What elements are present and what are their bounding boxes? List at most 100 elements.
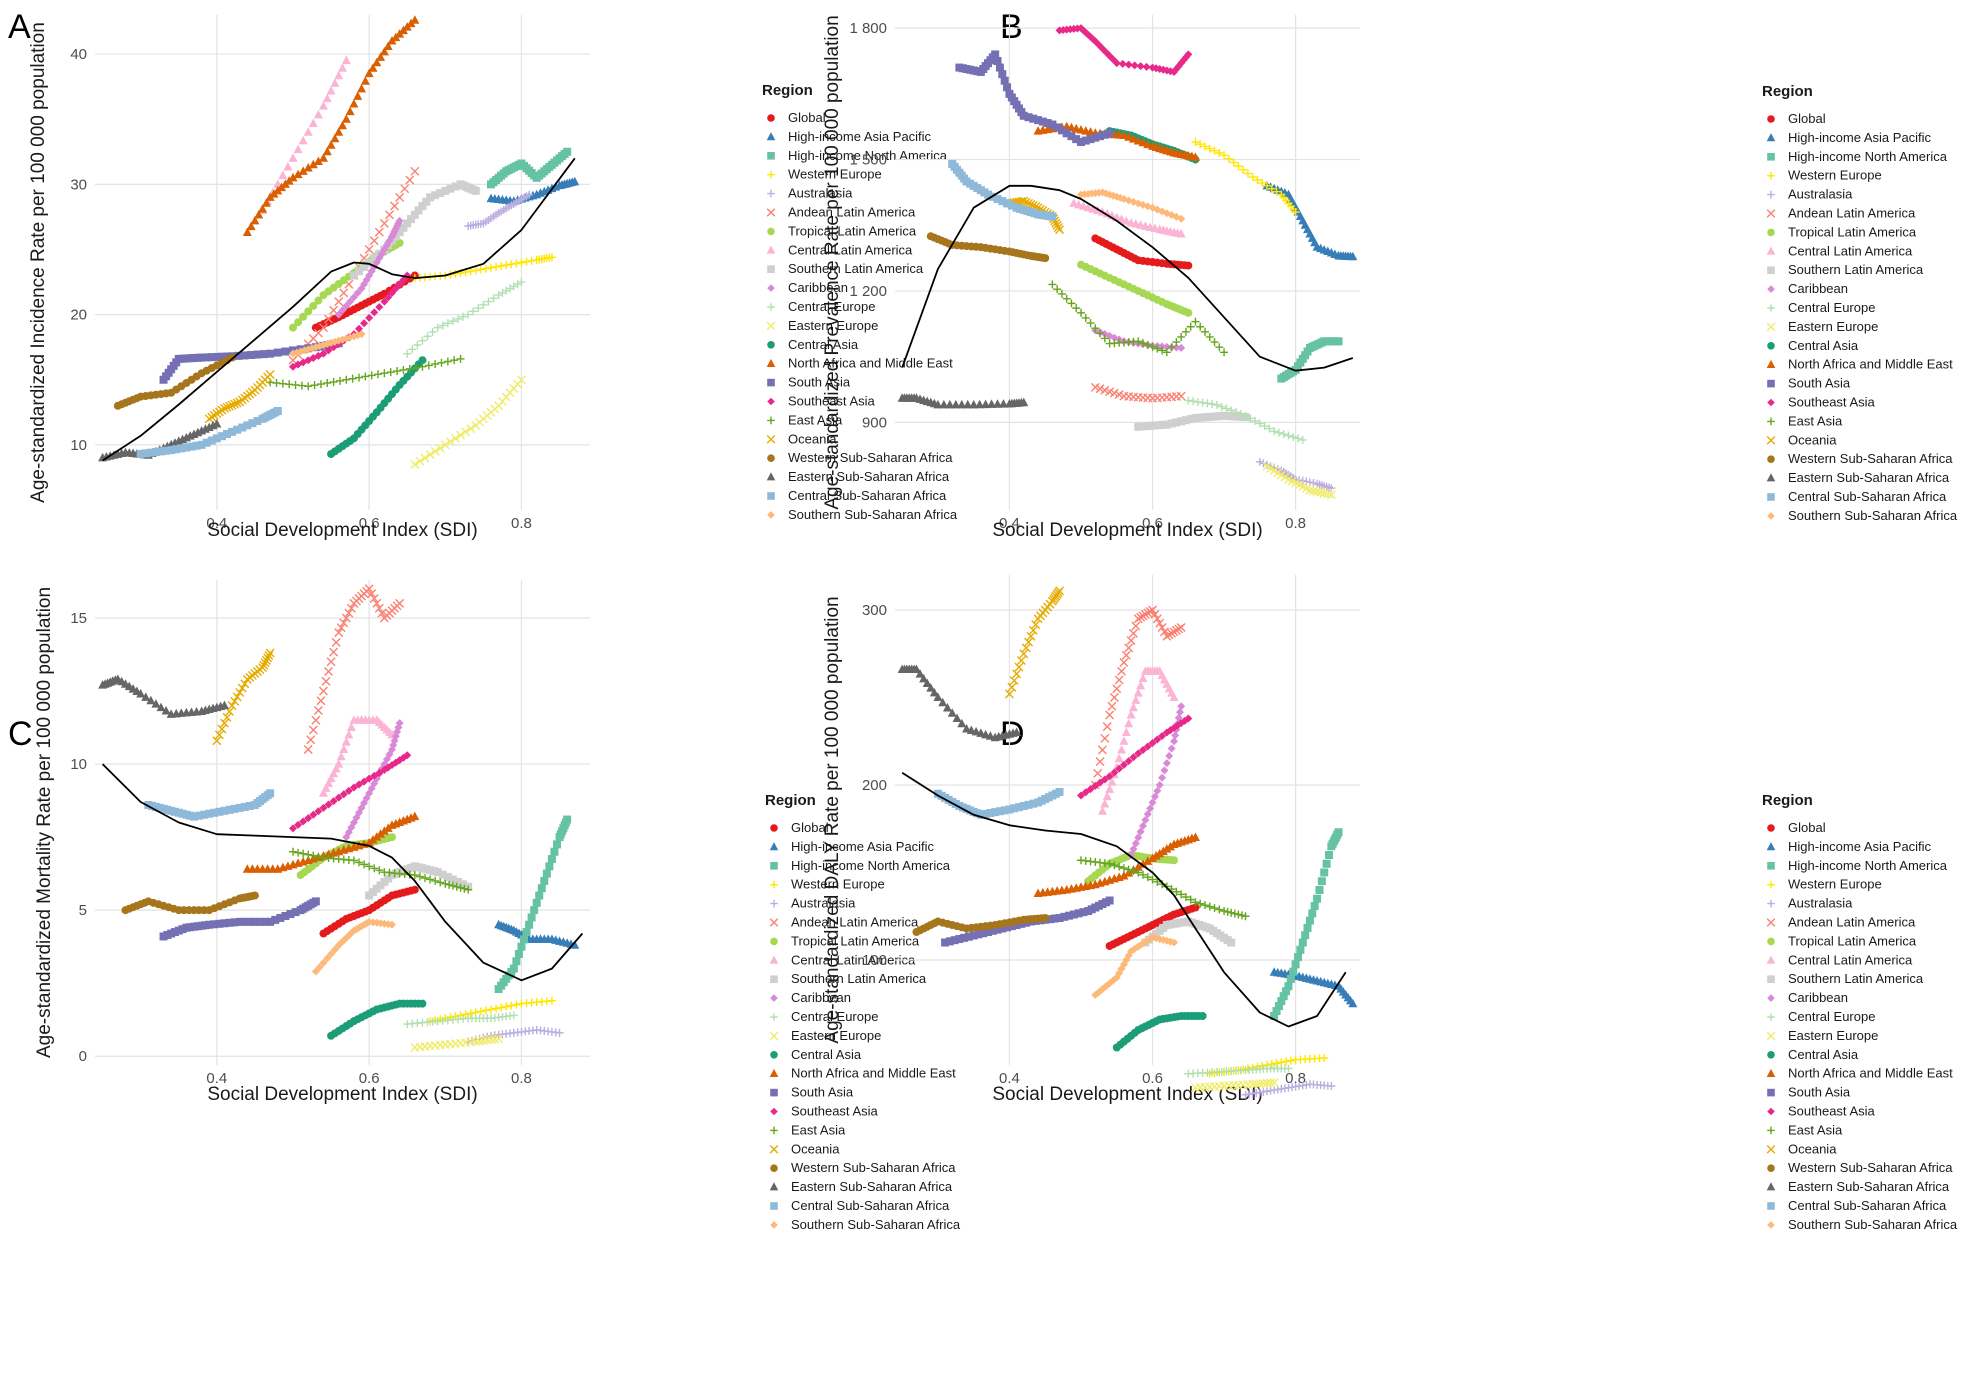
data-point [329, 797, 338, 806]
data-point [1186, 322, 1195, 331]
data-point [1148, 342, 1157, 351]
y-tick-label: 100 [862, 952, 887, 969]
data-point [975, 399, 985, 409]
legend-key [770, 1051, 778, 1059]
data-point [1272, 1059, 1281, 1068]
data-point [1322, 859, 1331, 868]
data-point [1210, 146, 1219, 155]
data-point [1234, 910, 1243, 919]
data-point [156, 702, 166, 712]
legend-label: Central Europe [1788, 1009, 1875, 1024]
legend-key [1766, 842, 1776, 851]
data-point [1124, 865, 1133, 874]
y-tick-label: 200 [862, 777, 887, 794]
data-point [1119, 658, 1129, 667]
data-point [400, 184, 410, 194]
series-western-sub-saharan-africa [926, 232, 1050, 263]
legend-key [770, 1221, 778, 1229]
data-point [341, 613, 351, 623]
data-point [219, 700, 229, 710]
legend-label: High-income North America [1788, 858, 1948, 873]
data-point [1239, 165, 1248, 174]
data-point [367, 589, 377, 599]
data-point [1143, 139, 1153, 149]
data-point [1124, 643, 1134, 653]
panel-c: C 0.4 0.6 0.8 0 5 10 15 Social Development Inde… [8, 580, 961, 1232]
data-point [372, 598, 382, 608]
data-point [334, 70, 344, 80]
data-point [334, 628, 344, 638]
legend-key [1766, 322, 1776, 332]
legend-key [1767, 171, 1775, 180]
legend-label: High-income Asia Pacific [788, 129, 932, 144]
legend-key [770, 824, 778, 832]
data-point [441, 186, 450, 195]
data-point [324, 314, 334, 324]
data-point [1215, 148, 1224, 157]
gridlines [895, 15, 1360, 510]
series-andean-latin-america [288, 166, 420, 365]
legend-label: Eastern Europe [1788, 319, 1878, 334]
data-point [1334, 828, 1343, 837]
data-point [319, 958, 328, 967]
data-point [383, 823, 393, 832]
y-axis-title: Age-standardized Mortality Rate per 100 … [34, 587, 55, 1058]
data-point [360, 860, 369, 869]
series-eastern-sub-saharan-africa [98, 674, 229, 718]
legend-key [767, 397, 775, 406]
series-global [1091, 234, 1193, 270]
data-point [329, 768, 339, 778]
data-point [430, 446, 440, 456]
data-point [308, 159, 318, 169]
legend-label: East Asia [1788, 1122, 1843, 1137]
data-point [969, 931, 978, 940]
data-point [1334, 337, 1343, 346]
data-point [1153, 877, 1162, 886]
legend-key [767, 511, 775, 519]
data-point [298, 166, 308, 175]
data-point [964, 932, 973, 941]
data-point [1048, 120, 1057, 129]
data-point [1107, 777, 1117, 786]
data-point [379, 218, 389, 228]
data-point [1177, 332, 1186, 341]
data-point [379, 46, 389, 56]
legend-key [1766, 133, 1776, 142]
data-point [334, 793, 343, 802]
data-point [250, 215, 260, 225]
data-point [259, 660, 269, 670]
data-point [1191, 903, 1200, 912]
data-point [431, 876, 440, 885]
data-point [1138, 673, 1148, 683]
legend-key [1767, 493, 1775, 501]
data-point [464, 310, 473, 319]
legend-label: Southern Sub-Saharan Africa [1788, 508, 1958, 523]
data-point [1286, 1056, 1295, 1065]
legend-label: Global [1788, 111, 1826, 126]
data-point [339, 790, 348, 799]
data-point [1105, 896, 1114, 905]
data-point [346, 722, 356, 732]
data-point [942, 703, 952, 712]
legend-key [1767, 417, 1775, 426]
data-point [304, 382, 313, 391]
data-point [1198, 1012, 1207, 1020]
data-point [1210, 904, 1219, 913]
legend-key [1766, 955, 1776, 964]
data-point [995, 807, 1004, 816]
legend-label: Western Europe [791, 877, 885, 892]
data-point [1251, 416, 1260, 425]
data-point [1067, 299, 1076, 308]
data-point [161, 705, 171, 715]
data-point [1279, 992, 1288, 1001]
x-axis-title: Social Development Index (SDI) [992, 520, 1262, 541]
data-point [217, 724, 227, 734]
data-point [1348, 998, 1358, 1008]
legend-label: South Asia [1788, 1085, 1851, 1100]
data-point [227, 400, 237, 410]
legend-label: High-income Asia Pacific [1788, 130, 1932, 145]
data-point [1320, 1054, 1329, 1062]
data-points [98, 15, 580, 469]
series-australasia [464, 1025, 564, 1046]
data-point [324, 800, 333, 809]
